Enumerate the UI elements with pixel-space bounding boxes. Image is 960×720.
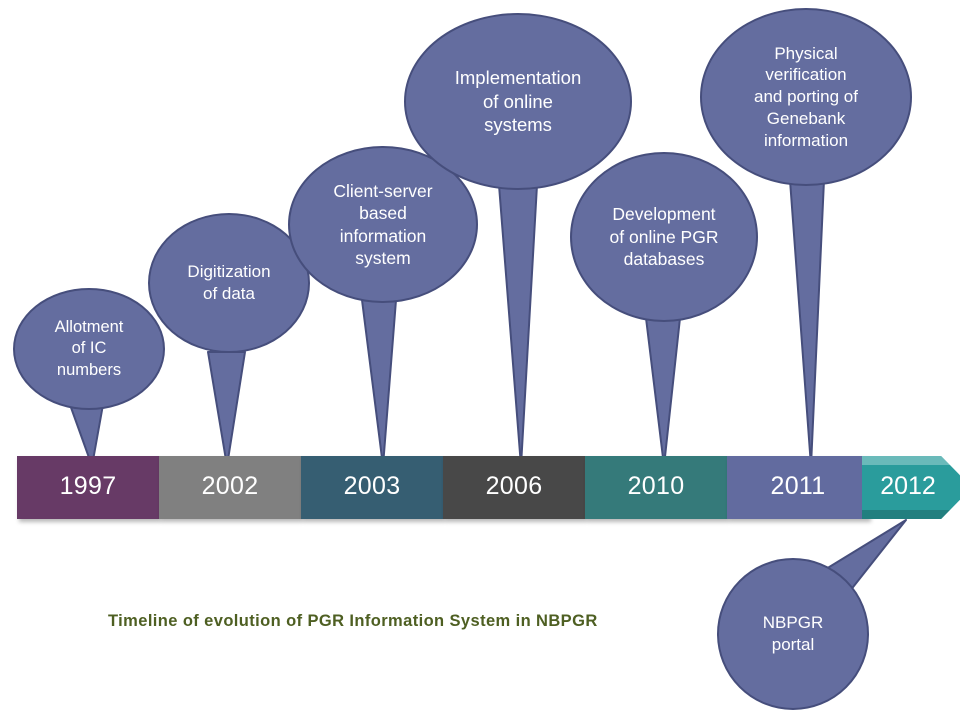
callout-digitization-of-data[interactable]: Digitization of data [148,213,310,353]
timeline-segment-2003[interactable]: 2003 [301,456,443,519]
timeline-year-label: 1997 [59,472,117,500]
arrow-bevel-bottom [862,510,960,519]
timeline-segment-2002[interactable]: 2002 [159,456,301,519]
timeline-segment-2006[interactable]: 2006 [443,456,585,519]
timeline-year-label: 2002 [201,472,259,500]
timeline-segment-2011[interactable]: 2011 [727,456,869,519]
timeline-segment-2012[interactable]: 2012 [862,456,960,519]
arrow-bevel-top [862,456,960,465]
timeline-year-label: 2006 [485,472,543,500]
timeline-year-label: 2010 [627,472,685,500]
callout-development-of-online-pgr-databases[interactable]: Development of online PGR databases [570,152,758,322]
timeline-bar: 1997 2002 2003 2006 2010 2011 2012 [17,456,960,529]
callout-label: Implementation of online systems [454,66,582,136]
timeline-year-label: 2011 [770,472,826,500]
tail-2010 [645,317,681,467]
tail-2011 [789,179,825,467]
timeline-year-label: 2003 [343,472,401,500]
callout-label: NBPGR portal [762,613,824,654]
callout-label: Digitization of data [187,262,271,303]
callout-label: Physical verification and porting of Gen… [754,43,858,150]
tail-2002 [207,351,246,467]
callout-nbpgr-portal[interactable]: NBPGR portal [717,558,869,710]
callout-allotment-of-ic-numbers[interactable]: Allotment of IC numbers [13,288,165,410]
callout-physical-verification-and-porting-of-genebank-information[interactable]: Physical verification and porting of Gen… [700,8,912,186]
callout-implementation-of-online-systems[interactable]: Implementation of online systems [404,13,632,190]
timeline-segment-1997[interactable]: 1997 [17,456,159,519]
timeline-segment-2010[interactable]: 2010 [585,456,727,519]
tail-2006 [498,184,538,467]
callout-label: Client-server based information system [333,180,433,268]
callout-label: Development of online PGR databases [609,204,719,270]
tail-2003 [361,299,397,467]
callout-client-server-based-information-system[interactable]: Client-server based information system [288,146,478,303]
diagram-caption: Timeline of evolution of PGR Information… [108,612,598,630]
callout-label: Allotment of IC numbers [54,318,124,379]
timeline-year-label: 2012 [880,472,936,500]
